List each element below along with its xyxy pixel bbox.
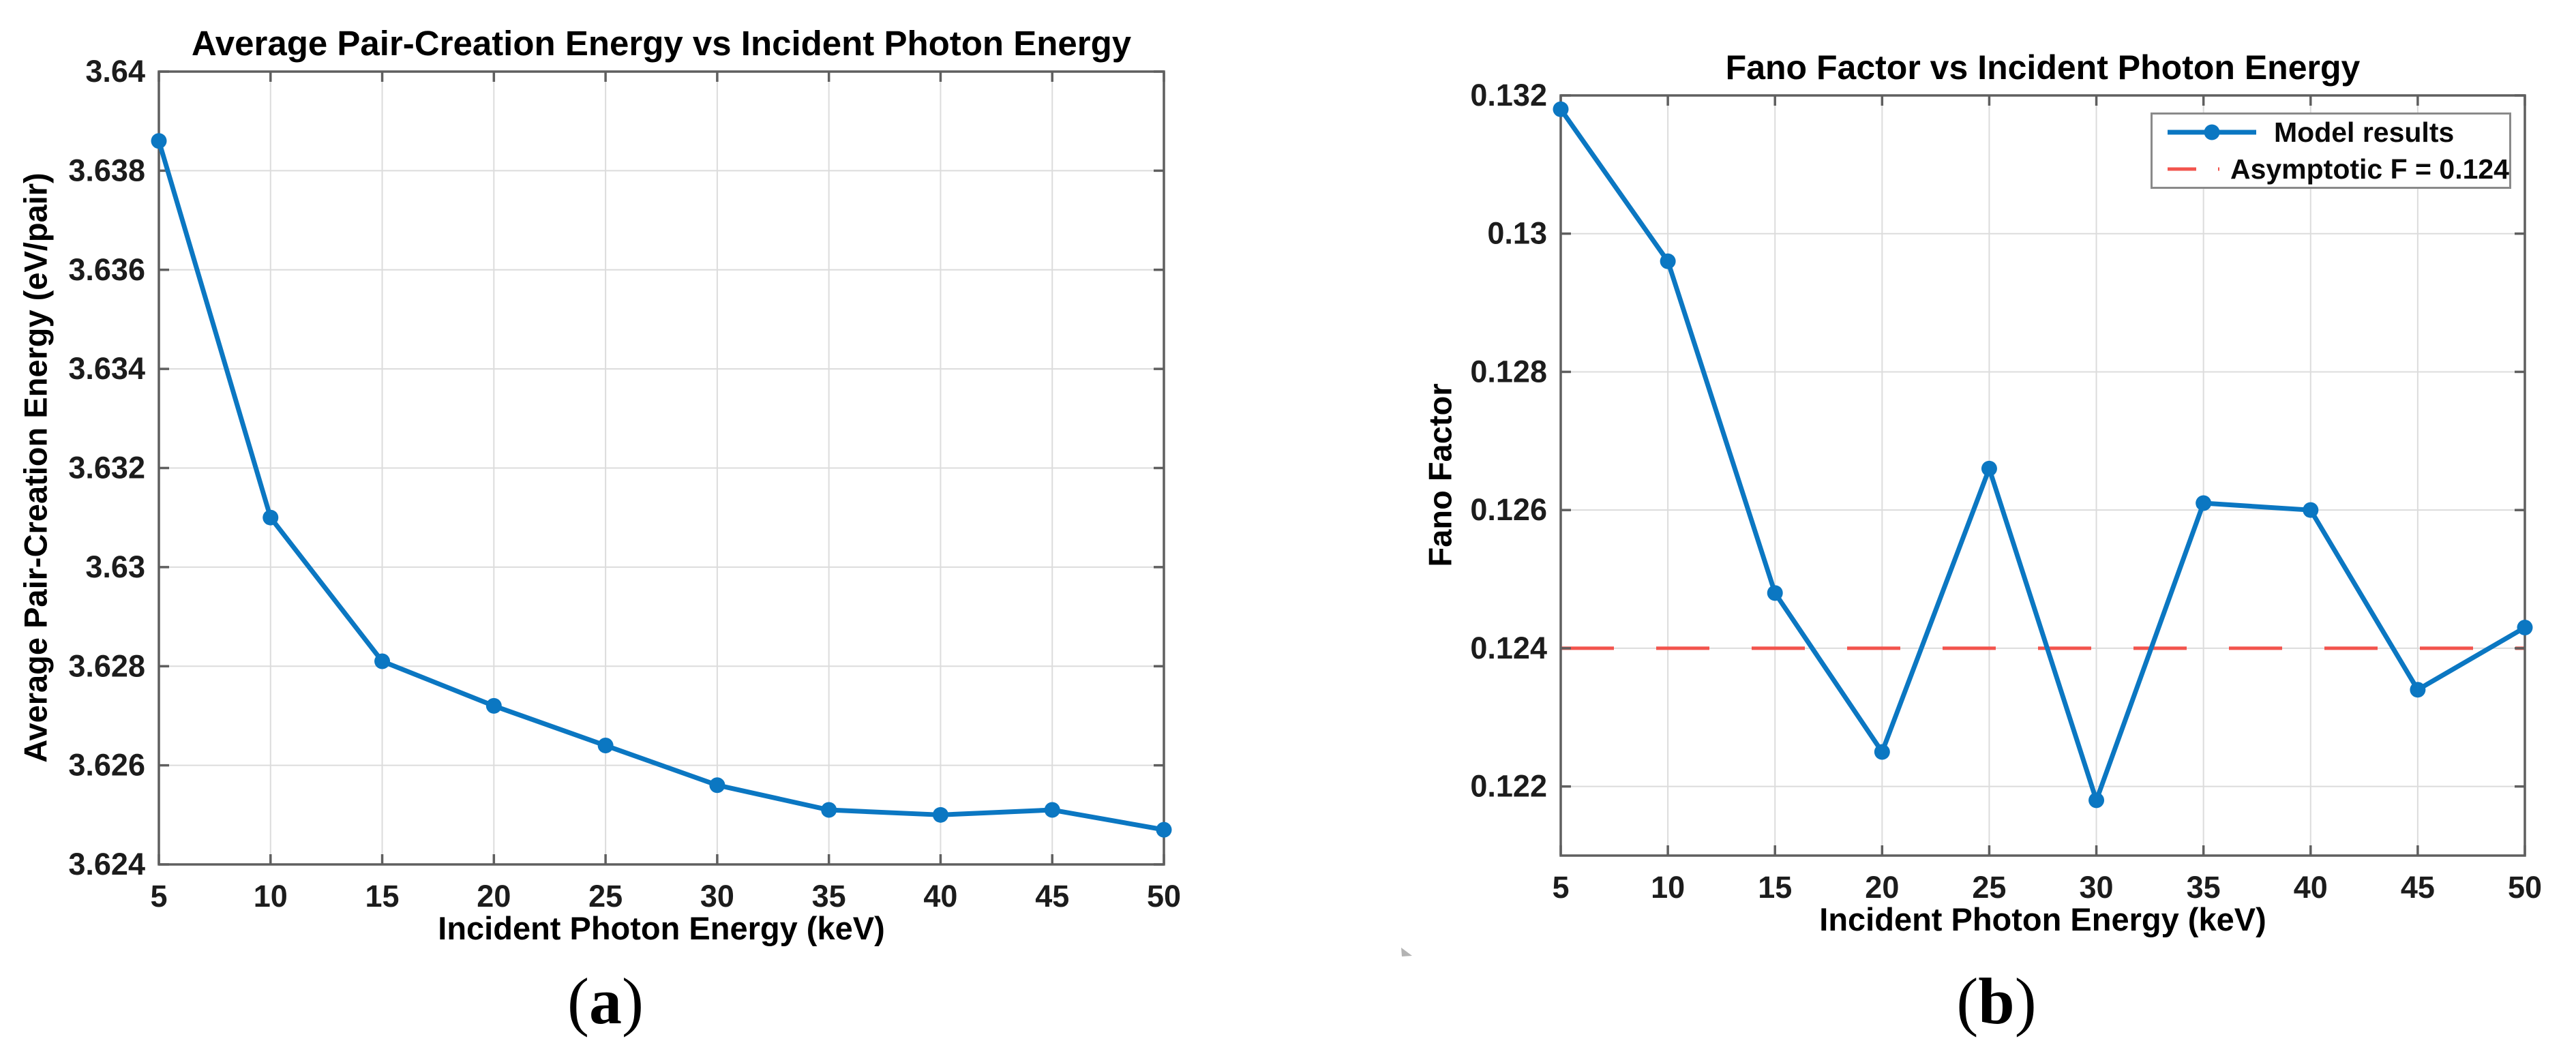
- data-point-marker-b: [1660, 253, 1676, 269]
- caption-b-letter: b: [1978, 965, 2015, 1038]
- legend: Model results Asymptotic F = 0.124: [2151, 112, 2511, 189]
- y-tick-label-b: 0.122: [1470, 769, 1547, 804]
- x-tick-label-b: 15: [1758, 870, 1792, 905]
- y-tick-label-b: 0.124: [1470, 631, 1547, 665]
- y-tick-label-b: 0.132: [1470, 78, 1547, 112]
- chart-a-ylabel: Average Pair-Creation Energy (eV/pair): [17, 172, 54, 763]
- legend-line-marker-icon: [2168, 124, 2256, 140]
- data-point-marker-a: [932, 806, 948, 823]
- caption-a-letter: a: [589, 965, 622, 1038]
- y-tick-label-a: 3.634: [68, 351, 145, 386]
- y-tick-label-a: 3.632: [68, 451, 145, 485]
- caption-b: (b): [1894, 967, 2099, 1036]
- axes-box-b: [1559, 94, 2526, 857]
- caption-b-open: (: [1956, 965, 1979, 1038]
- y-tick-label-a: 3.64: [85, 54, 145, 89]
- x-tick-label-b: 50: [2508, 870, 2542, 905]
- x-tick-label-a: 50: [1147, 879, 1181, 914]
- data-point-marker-b: [2410, 682, 2426, 698]
- x-tick-label-a: 20: [477, 879, 511, 914]
- caption-a-close: ): [622, 965, 644, 1038]
- y-tick-label-a: 3.628: [68, 648, 145, 683]
- x-tick-label-b: 25: [1972, 870, 2006, 905]
- chart-b-xlabel: Incident Photon Energy (keV): [1819, 901, 2266, 937]
- x-tick-label-b: 35: [2187, 870, 2221, 905]
- legend-dashed-line-icon: [2168, 167, 2219, 171]
- x-tick-label-a: 40: [923, 879, 957, 914]
- legend-item-asymptote: Asymptotic F = 0.124: [2161, 151, 2509, 187]
- x-tick-label-a: 35: [812, 879, 846, 914]
- caption-a: (a): [503, 967, 708, 1036]
- y-tick-label-a: 3.636: [68, 252, 145, 287]
- y-tick-label-b: 0.126: [1470, 492, 1547, 527]
- y-tick-label-b: 0.128: [1470, 354, 1547, 389]
- data-point-marker-b: [1874, 744, 1890, 760]
- x-tick-label-a: 30: [700, 879, 734, 914]
- chart-b-title: Fano Factor vs Incident Photon Energy: [1725, 48, 2361, 87]
- y-tick-label-a: 3.626: [68, 748, 145, 783]
- x-tick-label-b: 45: [2401, 870, 2435, 905]
- legend-label-asymptote: Asymptotic F = 0.124: [2230, 153, 2509, 185]
- y-tick-label-a: 3.624: [68, 847, 145, 881]
- data-point-marker-b: [2088, 792, 2105, 809]
- y-tick-label-a: 3.638: [68, 153, 145, 187]
- x-tick-label-b: 40: [2294, 870, 2328, 905]
- data-point-marker-b: [2196, 495, 2212, 511]
- x-tick-label-a: 5: [150, 879, 167, 914]
- caption-b-close: ): [2014, 965, 2037, 1038]
- data-point-marker-b: [1553, 101, 1569, 117]
- x-tick-label-a: 15: [365, 879, 400, 914]
- data-point-marker-b: [2517, 620, 2533, 635]
- data-point-marker-a: [1156, 821, 1172, 838]
- x-tick-label-a: 10: [254, 879, 288, 914]
- legend-label-model-results: Model results: [2274, 116, 2455, 148]
- data-point-marker-b: [2303, 502, 2319, 518]
- x-tick-label-b: 5: [1552, 870, 1569, 905]
- data-point-marker-a: [597, 738, 614, 754]
- series-line-a: [156, 138, 1167, 832]
- y-tick-label-a: 3.63: [85, 549, 145, 584]
- data-point-marker-a: [263, 509, 279, 526]
- data-point-marker-a: [151, 133, 167, 149]
- data-point-marker-a: [374, 653, 391, 669]
- data-point-marker-b: [1981, 460, 1997, 477]
- x-tick-label-b: 30: [2080, 870, 2114, 905]
- x-tick-label-b: 10: [1651, 870, 1685, 905]
- series-line-b: [1558, 106, 2528, 803]
- x-tick-label-a: 45: [1035, 879, 1069, 914]
- cursor-artifact: [1401, 948, 1412, 956]
- chart-b-ylabel: Fano Factor: [1422, 383, 1458, 567]
- data-point-marker-a: [1044, 802, 1060, 818]
- x-tick-label-b: 20: [1865, 870, 1899, 905]
- caption-a-open: (: [567, 965, 589, 1038]
- data-point-marker-a: [709, 777, 725, 794]
- chart-a-xlabel: Incident Photon Energy (keV): [438, 910, 885, 946]
- data-point-marker-a: [821, 802, 837, 818]
- chart-a-title: Average Pair-Creation Energy vs Incident…: [191, 24, 1132, 63]
- x-tick-label-a: 25: [588, 879, 623, 914]
- data-point-marker-b: [1767, 585, 1783, 601]
- data-point-marker-a: [485, 697, 502, 714]
- y-tick-label-b: 0.13: [1487, 216, 1547, 251]
- legend-item-model-results: Model results: [2161, 114, 2509, 151]
